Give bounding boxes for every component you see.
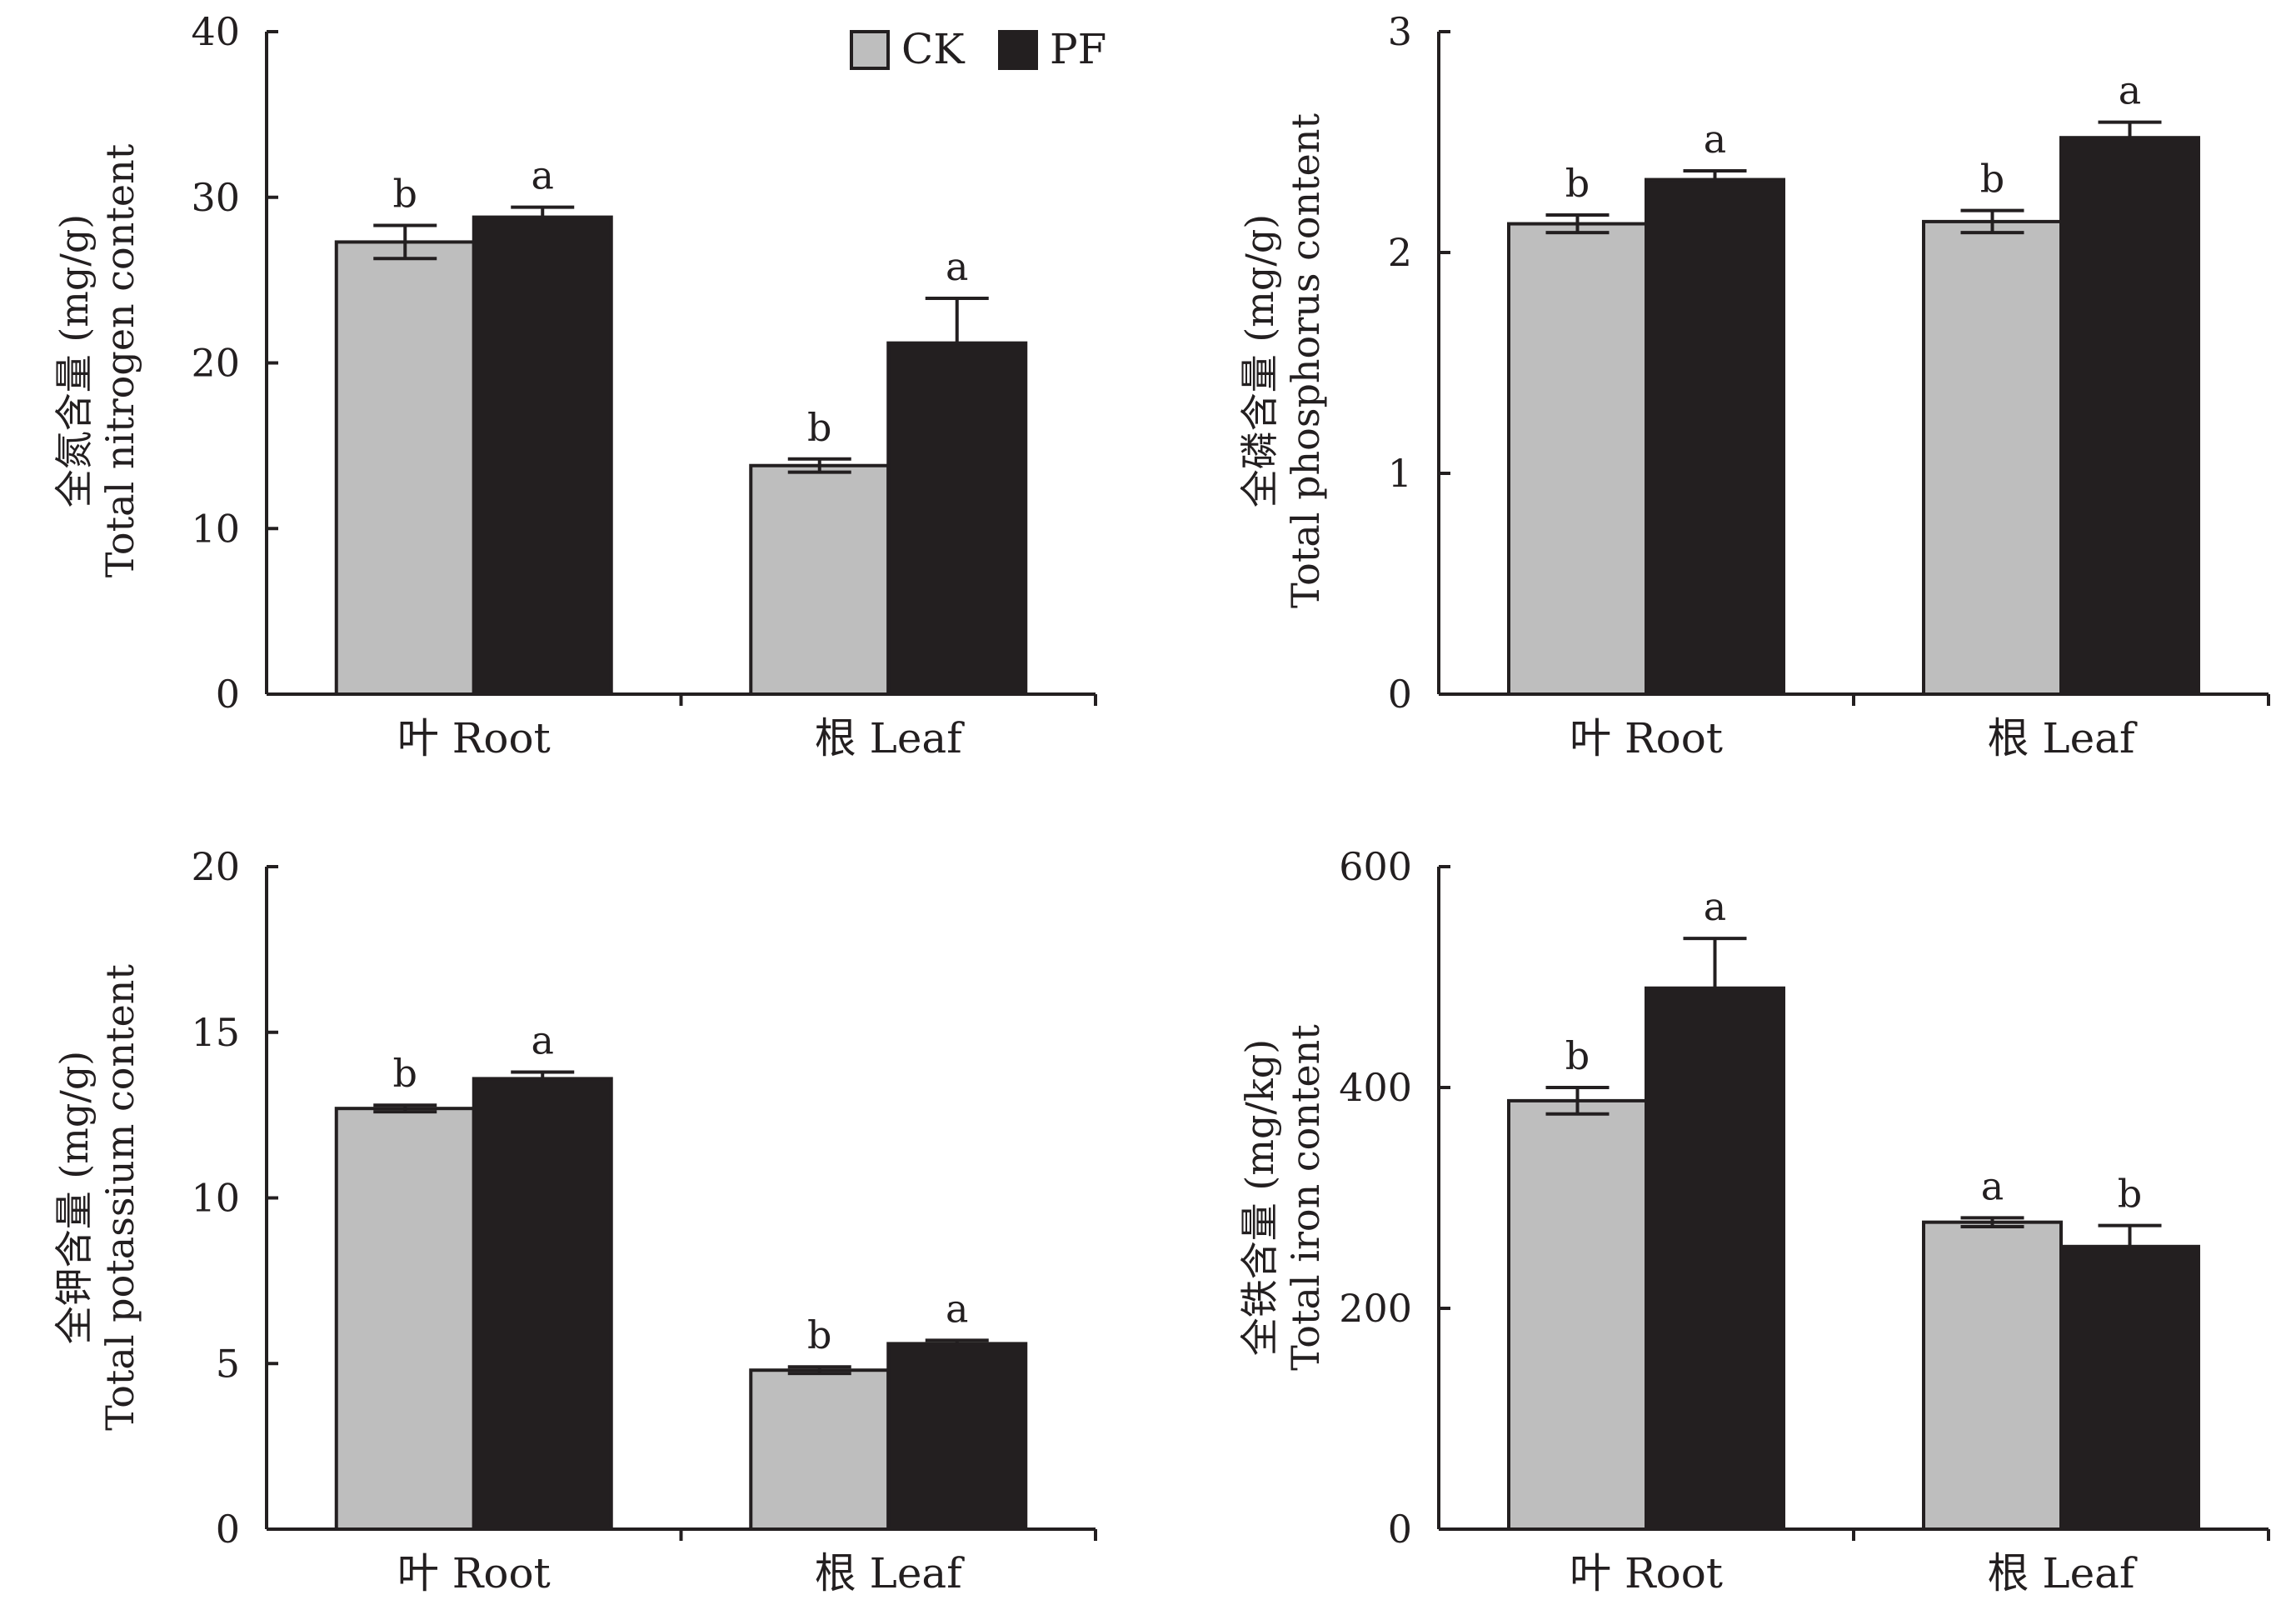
significance-letter: a [1704, 117, 1726, 162]
legend-swatch-ck [850, 30, 890, 70]
chart-panel-1: 0 10 20 30 40 全氮含量 (mg/g) Total nitrogen conte… [52, 9, 1097, 762]
y-tick-label: 2 [1388, 230, 1412, 275]
y-tick-label: 20 [191, 341, 240, 386]
y-tick-label: 1 [1388, 451, 1412, 496]
y-tick-label: 3 [1388, 9, 1412, 54]
bar-ck [334, 240, 476, 697]
significance-letter: b [1565, 161, 1590, 206]
y-axis-title-en: Total phosphorus content [1283, 113, 1328, 608]
bar-pf [2059, 1244, 2200, 1532]
significance-letter: b [1565, 1033, 1590, 1078]
significance-letter: a [946, 244, 968, 289]
bar-pf [886, 1342, 1028, 1532]
bar-pf [1645, 178, 1785, 697]
category-label: 叶 Root [397, 714, 551, 762]
significance-letter: a [2119, 68, 2141, 113]
y-axis-title-en: Total nitrogen content [97, 143, 142, 578]
y-axis-title-cn: 全磷含量 (mg/g) [1237, 214, 1282, 508]
legend-label-pf: PF [1050, 25, 1106, 73]
category-label: 根 Leaf [1987, 714, 2137, 762]
bar-ck [1922, 219, 2063, 696]
chart-panel-4: 0 200 400 600 全铁含量 (mg/kg) Total iron content… [1237, 844, 2270, 1598]
y-tick-label: 5 [216, 1341, 240, 1386]
significance-letter: a [1981, 1163, 2004, 1208]
y-axis-title-cn: 全钾含量 (mg/g) [52, 1051, 97, 1345]
category-label: 叶 Root [1570, 714, 1723, 762]
significance-letter: b [807, 1312, 831, 1358]
y-tick-label: 600 [1339, 844, 1412, 889]
y-tick-label: 0 [216, 672, 240, 717]
category-label: 根 Leaf [815, 714, 965, 762]
significance-letter: b [2118, 1172, 2142, 1217]
bar-pf [472, 215, 613, 697]
category-label: 叶 Root [1570, 1549, 1723, 1598]
significance-letter: a [1704, 884, 1726, 929]
significance-letter: b [807, 405, 831, 450]
y-axis-title-en: Total iron content [1283, 1024, 1328, 1371]
bar-pf [472, 1077, 613, 1531]
bar-ck [749, 463, 891, 696]
significance-letter: a [532, 1018, 554, 1062]
y-axis-title-cn: 全铁含量 (mg/kg) [1237, 1039, 1282, 1356]
y-tick-label: 30 [191, 175, 240, 220]
y-tick-label: 0 [1388, 672, 1412, 717]
category-label: 叶 Root [397, 1549, 551, 1598]
chart-panel-2: 0 1 2 3 全磷含量 (mg/g) Total phosphorus content 叶… [1237, 9, 2270, 762]
significance-letter: b [1980, 157, 2004, 202]
significance-letter: a [532, 153, 554, 198]
y-tick-label: 20 [191, 844, 240, 889]
bar-ck [1507, 1098, 1648, 1531]
significance-letter: b [393, 172, 417, 217]
y-tick-label: 0 [216, 1507, 240, 1552]
y-tick-label: 10 [191, 1176, 240, 1221]
category-label: 根 Leaf [815, 1549, 965, 1598]
legend-label-ck: CK [901, 25, 966, 73]
bar-ck [1922, 1220, 2063, 1532]
chart-panel-3: 0 5 10 15 20 全钾含量 (mg/g) Total potassium conte… [52, 844, 1097, 1598]
legend-swatch-pf [998, 30, 1038, 70]
bar-ck [334, 1107, 476, 1532]
bar-ck [1507, 222, 1648, 696]
y-tick-label: 400 [1339, 1065, 1412, 1110]
category-label: 根 Leaf [1987, 1549, 2137, 1598]
y-tick-label: 40 [191, 9, 240, 54]
y-axis-title-cn: 全氮含量 (mg/g) [52, 214, 97, 508]
y-tick-label: 200 [1339, 1286, 1412, 1331]
significance-letter: b [393, 1051, 417, 1096]
y-tick-label: 15 [191, 1010, 240, 1055]
y-tick-label: 0 [1388, 1507, 1412, 1552]
y-axis-title-en: Total potassium content [97, 964, 142, 1431]
bar-pf [1645, 986, 1785, 1531]
y-tick-label: 10 [191, 506, 240, 551]
bar-pf [886, 341, 1028, 696]
significance-letter: a [946, 1286, 968, 1331]
legend: CK PF [850, 25, 1106, 73]
bar-ck [749, 1368, 891, 1531]
bar-pf [2059, 136, 2200, 696]
